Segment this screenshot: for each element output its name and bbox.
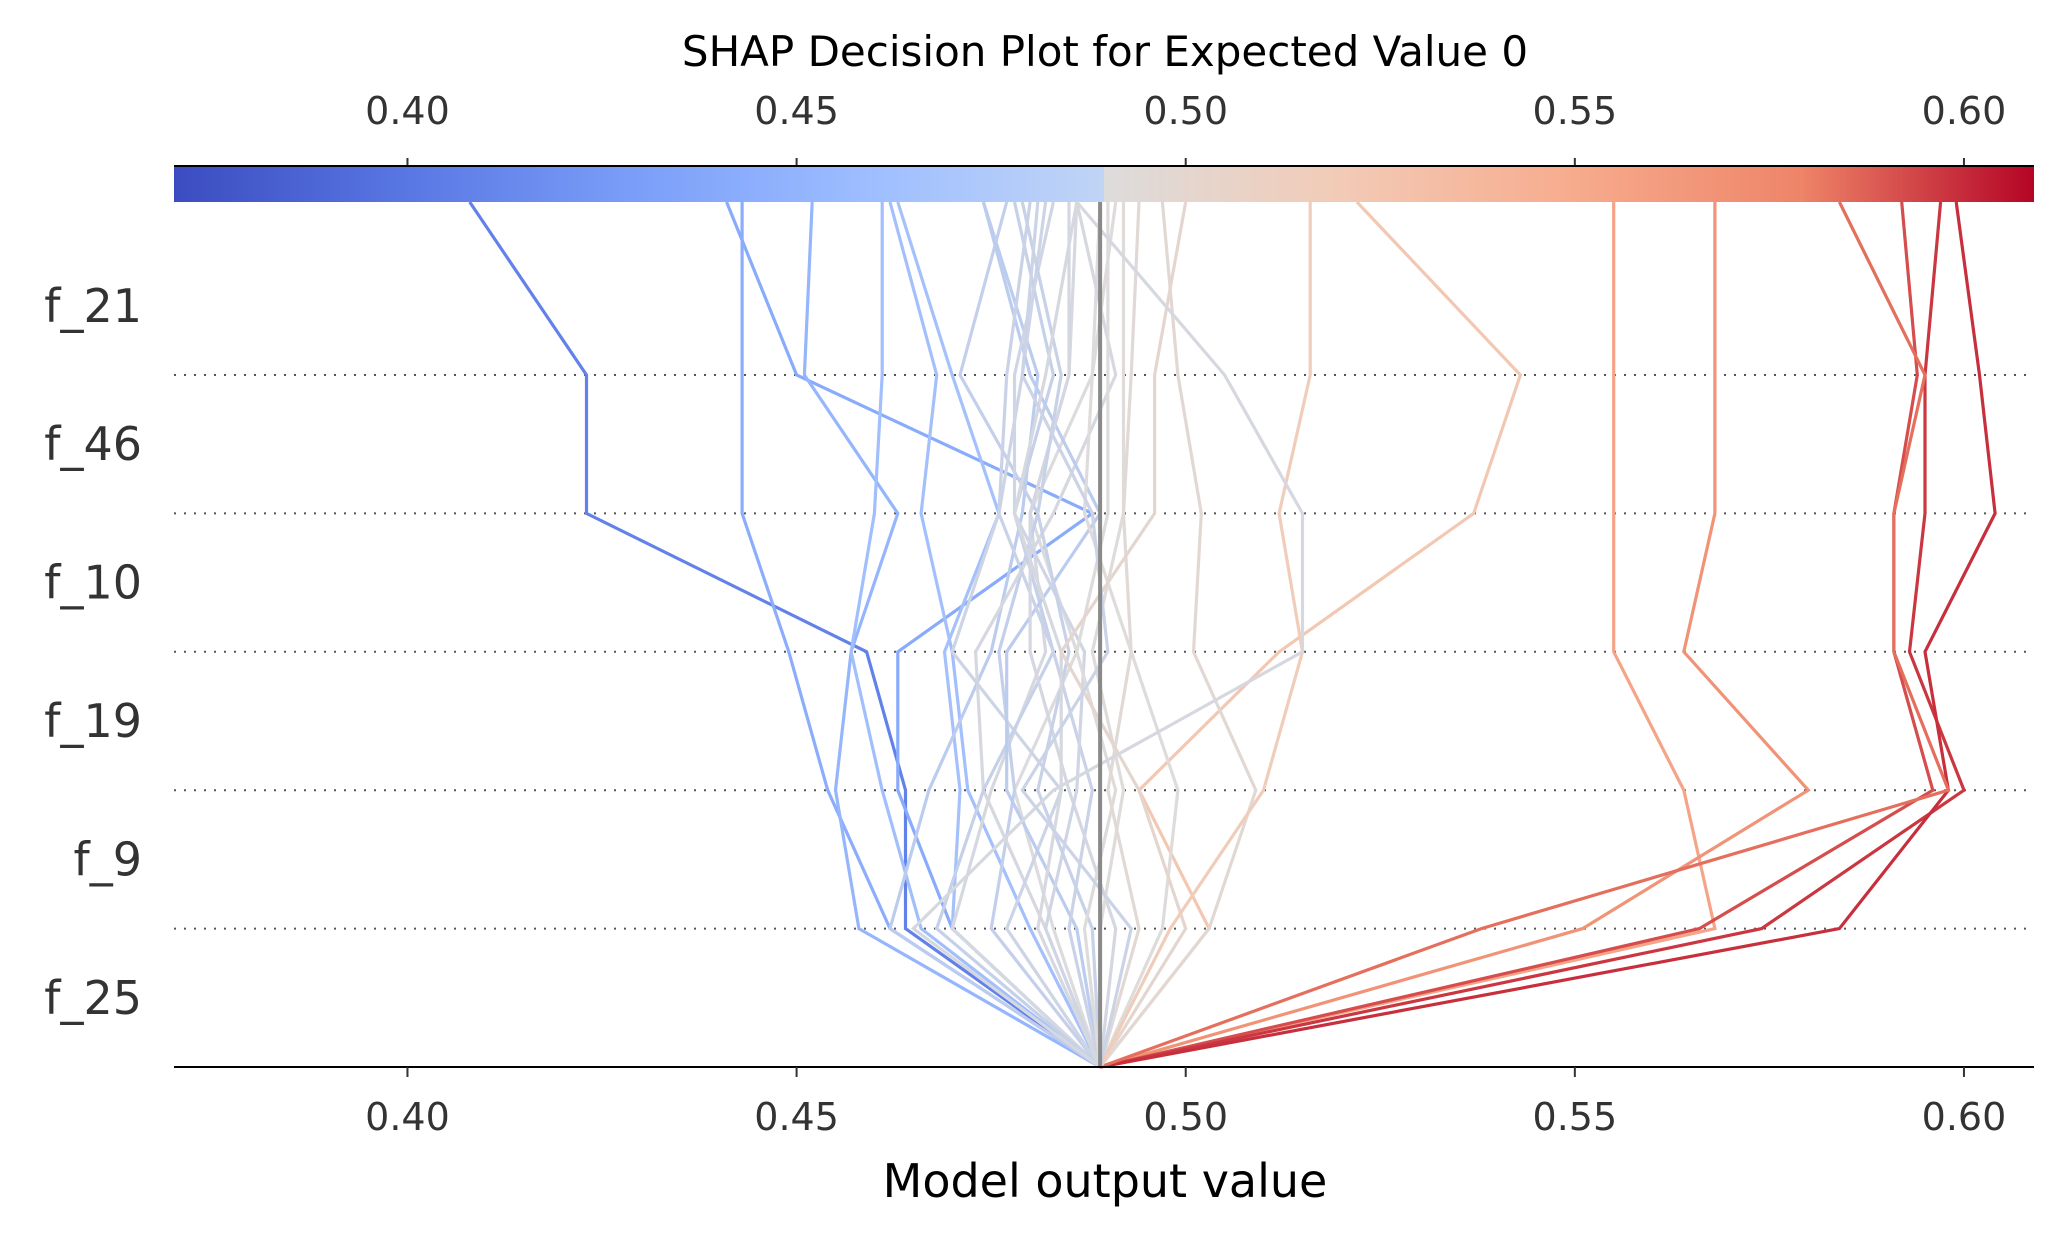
decision-line — [1020, 201, 1102, 1068]
bottom-tick-label: 0.40 — [365, 1095, 450, 1139]
feature-label: f_19 — [44, 694, 142, 748]
decision-line — [1059, 201, 1188, 1068]
top-tick-label: 0.45 — [754, 89, 839, 133]
decision-line — [981, 201, 1102, 1068]
bottom-tick-label: 0.55 — [1533, 1095, 1618, 1139]
decision-line — [1099, 202, 1811, 1069]
decision-line — [997, 201, 1102, 1068]
feature-label: f_10 — [44, 556, 142, 610]
chart-title: SHAP Decision Plot for Expected Value 0 — [682, 27, 1528, 76]
decision-line — [1098, 201, 1258, 1068]
decision-line — [1099, 201, 1935, 1069]
bottom-tick-label: 0.60 — [1922, 1095, 2007, 1139]
decision-line — [958, 201, 1102, 1068]
x-axis-label: Model output value — [883, 1154, 1328, 1208]
decision-line — [1099, 201, 1966, 1069]
decision-line — [910, 200, 1305, 1069]
decision-line — [1082, 201, 1180, 1068]
top-tick-label: 0.55 — [1533, 89, 1618, 133]
feature-label: f_46 — [44, 417, 142, 471]
decision-line — [1020, 201, 1133, 1068]
gridlines — [174, 374, 2034, 930]
decision-line — [1075, 202, 1118, 1068]
decision-line — [1028, 202, 1118, 1068]
decision-line — [1099, 201, 1951, 1069]
top-tick-label: 0.50 — [1143, 89, 1228, 133]
feature-label: f_9 — [74, 832, 142, 886]
bottom-axis: 0.40 0.45 0.50 0.55 0.60 — [174, 1066, 2034, 1139]
top-tick-label: 0.40 — [365, 89, 450, 133]
feature-label: f_25 — [44, 971, 142, 1025]
top-axis: 0.40 0.45 0.50 0.55 0.60 — [365, 89, 2006, 166]
colorbar-strip — [174, 166, 2034, 202]
decision-line — [1099, 202, 1717, 1069]
feature-labels: f_21 f_46 f_10 f_19 f_9 f_25 — [44, 279, 142, 1025]
decision-line — [849, 202, 1102, 1069]
colorbar — [174, 165, 2034, 202]
feature-label: f_21 — [44, 279, 142, 333]
series-lines — [468, 200, 1997, 1069]
decision-line — [1099, 201, 1997, 1069]
bottom-tick-label: 0.50 — [1143, 1095, 1228, 1139]
top-tick-label: 0.60 — [1922, 89, 2007, 133]
decision-line — [1012, 201, 1102, 1068]
decision-line — [468, 201, 1102, 1069]
decision-line — [888, 201, 1101, 1069]
bottom-tick-label: 0.45 — [754, 1095, 839, 1139]
